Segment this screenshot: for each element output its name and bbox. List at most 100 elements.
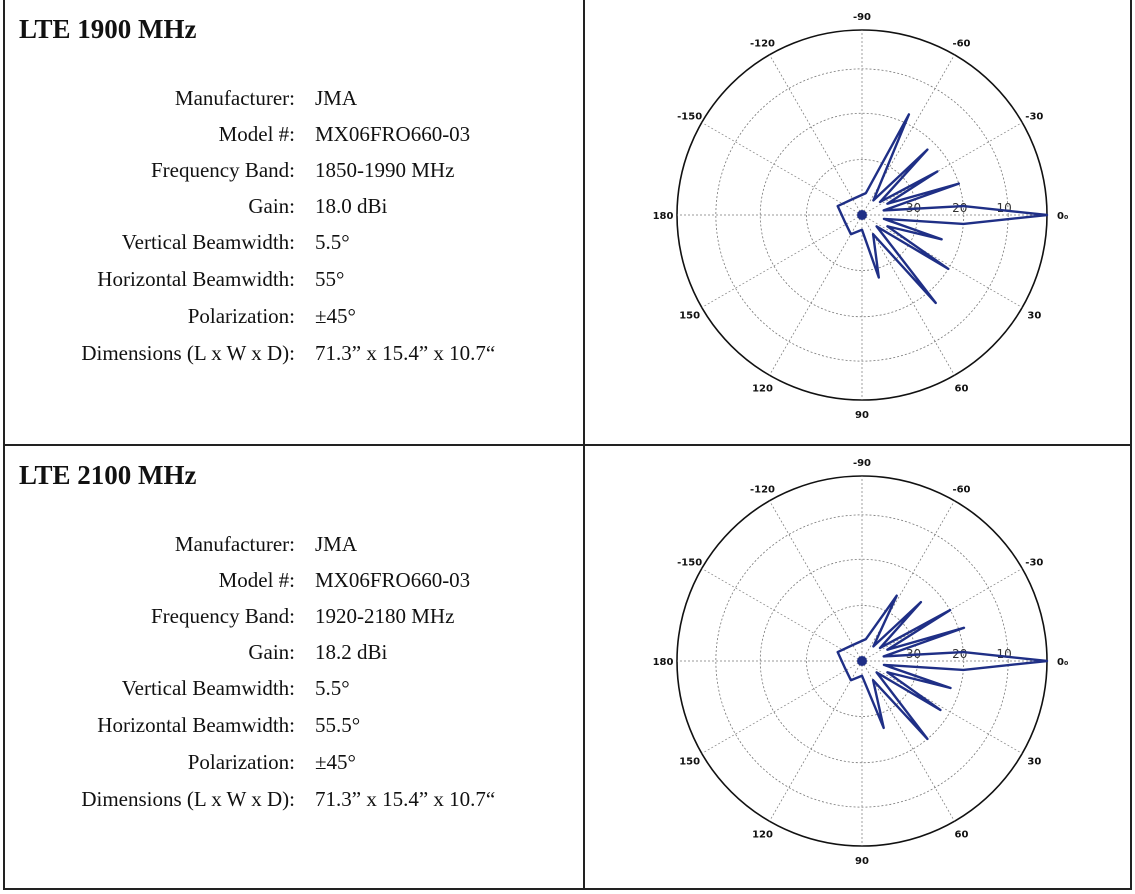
angle-tick-label: 120 xyxy=(752,829,773,840)
pattern-point xyxy=(886,671,889,674)
pattern-point xyxy=(872,199,875,202)
angle-tick-label: -120 xyxy=(750,485,775,496)
pattern-point xyxy=(962,669,965,671)
pattern-cell: -90 -60 -30 0₀ 30 60 90 120 150 180 -150 -120 10 20 30 xyxy=(587,0,1130,444)
pattern-point xyxy=(872,645,875,648)
spec-label: Dimensions (L x W x D): xyxy=(81,787,295,811)
band-title: LTE 2100 MHz xyxy=(19,460,197,490)
spec-value: JMA xyxy=(315,86,358,110)
spec-row-vertical-beamwidth: Vertical Beamwidth: 5.5° xyxy=(5,230,585,266)
spec-row-frequency: Frequency Band: 1920-2180 MHz xyxy=(5,604,585,640)
spec-label: Polarization: xyxy=(187,304,295,328)
pattern-point xyxy=(883,218,885,220)
angle-tick-label: 60 xyxy=(955,383,969,394)
spec-cell: LTE 2100 MHz Manufacturer: JMA Model #: … xyxy=(5,446,585,888)
pattern-point xyxy=(879,201,881,203)
pattern-point xyxy=(875,671,878,674)
spec-value: JMA xyxy=(315,532,358,556)
angle-tick-label: 30 xyxy=(1027,757,1041,768)
antenna-spec-sheet: LTE 1900 MHz Manufacturer: JMA Model #: … xyxy=(3,0,1132,890)
angle-tick-label: -150 xyxy=(677,112,702,123)
grid-spoke xyxy=(769,660,863,822)
spec-row-polarization: Polarization: ±45° xyxy=(5,750,585,786)
pattern-point xyxy=(851,644,854,646)
pattern-point xyxy=(962,651,965,653)
pattern-point xyxy=(962,205,965,207)
spec-value: 55.5° xyxy=(315,713,361,737)
angle-tick-label: 0₀ xyxy=(1057,211,1068,222)
angle-tick-label: 90 xyxy=(855,856,869,867)
pattern-point xyxy=(872,233,874,236)
spec-value: ±45° xyxy=(315,750,356,774)
pattern-center xyxy=(857,210,867,220)
spec-label: Vertical Beamwidth: xyxy=(121,230,295,254)
pattern-trace xyxy=(836,113,1049,305)
pattern-point xyxy=(836,651,839,653)
pattern-point xyxy=(1046,214,1048,216)
grid-ring xyxy=(806,605,918,717)
spec-label: Gain: xyxy=(248,194,295,218)
spec-value: ±45° xyxy=(315,304,356,328)
radial-tick-label: 10 xyxy=(997,647,1012,661)
pattern-point xyxy=(861,675,863,677)
angle-tick-label: 30 xyxy=(1027,311,1041,322)
pattern-point xyxy=(843,666,846,669)
grid-ring xyxy=(806,159,918,271)
grid-spoke xyxy=(861,214,1023,308)
spec-label: Frequency Band: xyxy=(150,604,295,628)
spec-label: Horizontal Beamwidth: xyxy=(97,267,295,291)
pattern-point xyxy=(926,148,929,151)
spec-row-vertical-beamwidth: Vertical Beamwidth: 5.5° xyxy=(5,676,585,712)
spec-cell: LTE 1900 MHz Manufacturer: JMA Model #: … xyxy=(5,0,585,444)
angle-tick-label: 0₀ xyxy=(1057,657,1068,668)
spec-label: Frequency Band: xyxy=(150,158,295,182)
pattern-point xyxy=(908,113,910,116)
pattern-point xyxy=(962,223,965,225)
spec-label: Manufacturer: xyxy=(174,86,295,110)
pattern-point xyxy=(872,679,874,682)
pattern-point xyxy=(957,182,960,185)
spec-row-manufacturer: Manufacturer: JMA xyxy=(5,532,585,568)
spec-label: Model #: xyxy=(218,122,295,146)
panel-lte-2100: LTE 2100 MHz Manufacturer: JMA Model #: … xyxy=(5,446,1130,888)
pattern-point xyxy=(940,238,943,241)
band-title: LTE 1900 MHz xyxy=(19,14,197,44)
grid-spoke xyxy=(769,214,863,376)
pattern-point xyxy=(850,679,852,682)
spec-row-frequency: Frequency Band: 1850-1990 MHz xyxy=(5,158,585,194)
spec-label: Dimensions (L x W x D): xyxy=(81,341,295,365)
pattern-point xyxy=(875,225,878,228)
pattern-point xyxy=(886,648,889,651)
spec-value: 71.3” x 15.4” x 10.7“ xyxy=(315,341,496,365)
pattern-point xyxy=(949,609,951,611)
angle-tick-label: -90 xyxy=(853,458,871,469)
spec-row-gain: Gain: 18.2 dBi xyxy=(5,640,585,676)
spec-value: 71.3” x 15.4” x 10.7“ xyxy=(315,787,496,811)
angle-tick-label: -30 xyxy=(1025,112,1043,123)
spec-value: MX06FRO660-03 xyxy=(315,122,471,146)
pattern-point xyxy=(879,647,881,649)
angle-tick-label: -60 xyxy=(952,485,970,496)
grid-ring xyxy=(715,68,1009,362)
angle-tick-label: 90 xyxy=(855,410,869,421)
pattern-point xyxy=(895,594,898,597)
angle-tick-label: -60 xyxy=(952,39,970,50)
pattern-point xyxy=(883,664,885,666)
angle-tick-label: 150 xyxy=(679,757,700,768)
angle-tick-label: 120 xyxy=(752,383,773,394)
grid-spoke xyxy=(861,214,955,376)
spec-row-horizontal-beamwidth: Horizontal Beamwidth: 55.5° xyxy=(5,713,585,749)
spec-row-model: Model #: MX06FRO660-03 xyxy=(5,568,585,604)
radial-tick-label: 20 xyxy=(952,201,967,215)
spec-value: MX06FRO660-03 xyxy=(315,568,471,592)
spec-row-model: Model #: MX06FRO660-03 xyxy=(5,122,585,158)
spec-value: 1850-1990 MHz xyxy=(315,158,455,182)
pattern-point xyxy=(1046,660,1048,662)
spec-row-dimensions: Dimensions (L x W x D): 71.3” x 15.4” x … xyxy=(5,787,585,823)
spec-label: Vertical Beamwidth: xyxy=(121,676,295,700)
grid-spoke xyxy=(701,568,863,662)
spec-label: Model #: xyxy=(218,568,295,592)
spec-value: 18.2 dBi xyxy=(315,640,388,664)
pattern-point xyxy=(936,170,939,173)
